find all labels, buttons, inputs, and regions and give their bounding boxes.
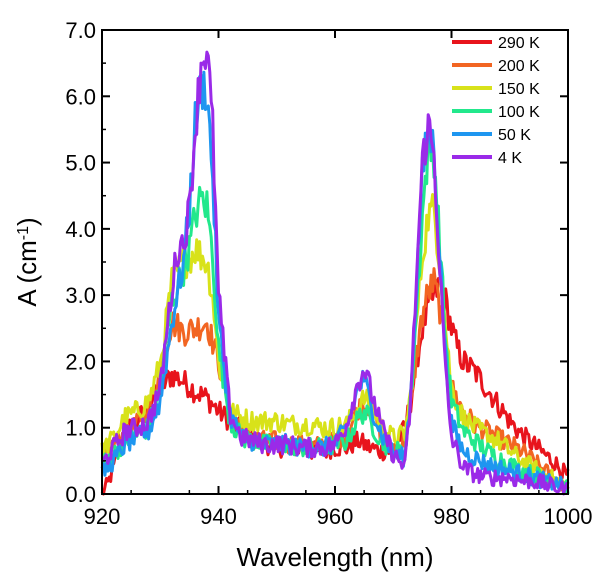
legend-label: 290 K xyxy=(498,35,540,52)
y-tick-label: 4.0 xyxy=(65,217,96,242)
x-tick-label: 920 xyxy=(84,504,121,529)
x-tick-label: 940 xyxy=(200,504,237,529)
y-tick-label: 3.0 xyxy=(65,283,96,308)
ticks-layer: 920 940 960 980 1000 0.0 1.0 2.0 3.0 4.0 5.0 6.0 7.0 xyxy=(65,18,592,529)
y-axis-title-base: A (cm xyxy=(12,240,42,306)
y-axis-title: A (cm-1) xyxy=(12,217,42,306)
plot-frame xyxy=(101,29,569,495)
series-layer xyxy=(100,50,570,496)
x-tick-label: 980 xyxy=(433,504,470,529)
legend-label: 150 K xyxy=(498,81,540,98)
legend-label: 50 K xyxy=(498,127,531,144)
y-axis-title-superscript: -1 xyxy=(15,226,32,240)
x-tick-label: 960 xyxy=(317,504,354,529)
y-axis-title-close: ) xyxy=(12,217,42,226)
y-tick-label: 1.0 xyxy=(65,416,96,441)
series-line-4k xyxy=(100,50,570,496)
x-axis-title: Wavelength (nm) xyxy=(237,542,434,572)
legend-label: 4 K xyxy=(498,150,522,167)
y-tick-label: 7.0 xyxy=(65,18,96,43)
legend: 290 K 200 K 150 K 100 K 50 K 4 K xyxy=(452,35,540,167)
y-tick-label: 6.0 xyxy=(65,84,96,109)
x-tick-label: 1000 xyxy=(544,504,593,529)
legend-label: 100 K xyxy=(498,104,540,121)
y-tick-label: 0.0 xyxy=(65,482,96,507)
y-tick-label: 5.0 xyxy=(65,151,96,176)
series-line-290k xyxy=(100,277,570,496)
y-tick-label: 2.0 xyxy=(65,349,96,374)
legend-label: 200 K xyxy=(498,58,540,75)
